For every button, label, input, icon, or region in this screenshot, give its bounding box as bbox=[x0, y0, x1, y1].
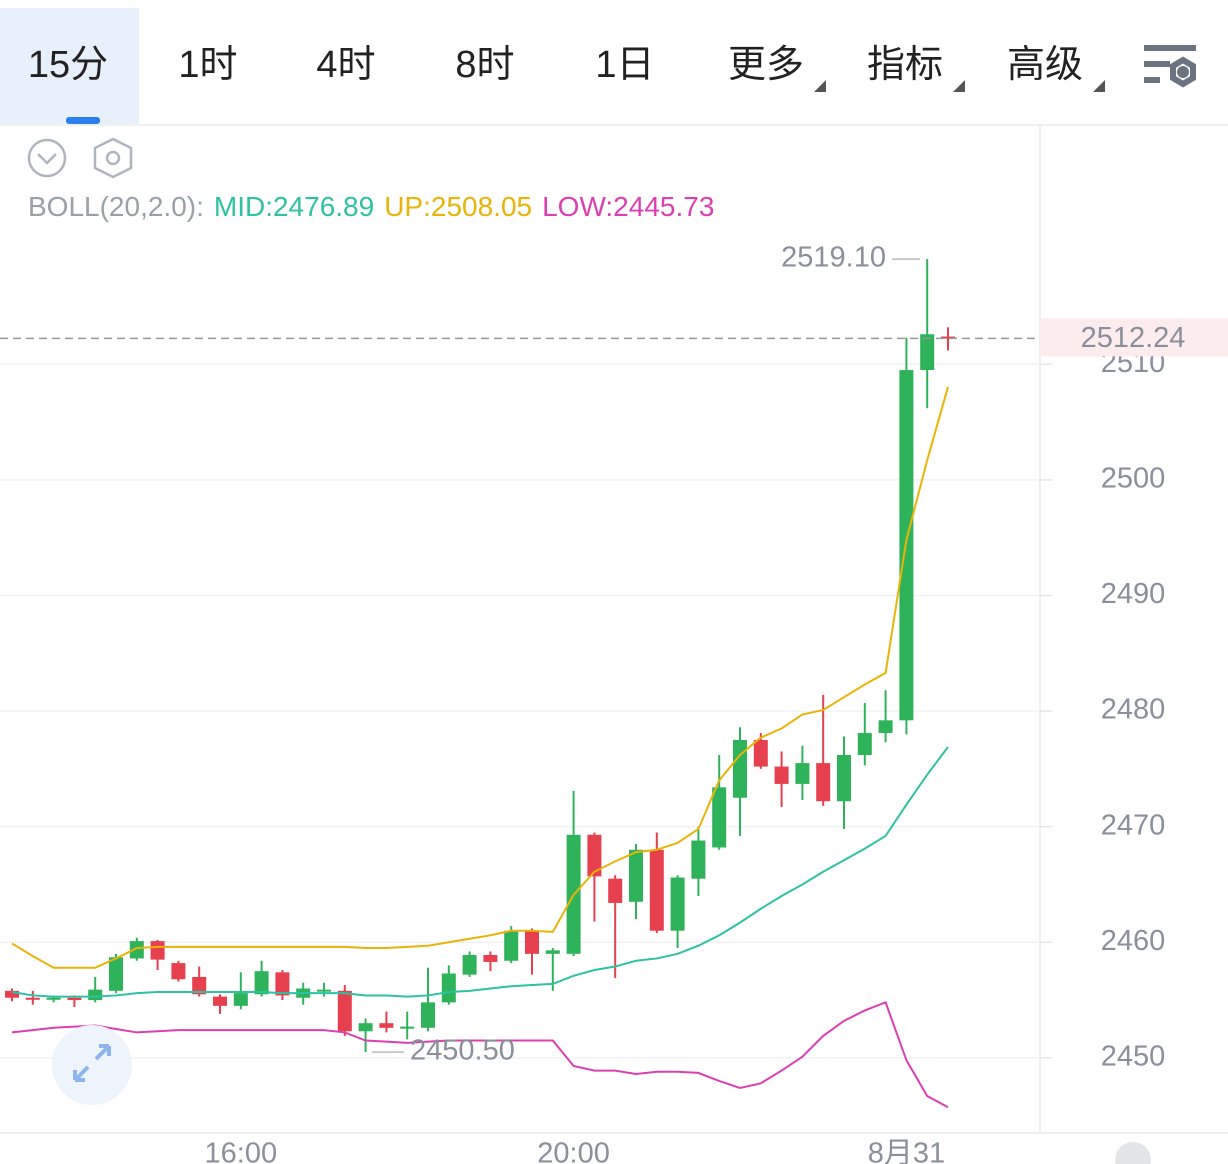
candle-body bbox=[150, 941, 165, 960]
tab[interactable]: 15分 bbox=[28, 44, 108, 86]
y-tick-label: 2480 bbox=[1101, 694, 1166, 726]
y-tick-label: 2470 bbox=[1101, 809, 1166, 841]
indicator-legend: BOLL(20,2.0): MID:2476.89 UP:2508.05 LOW:24… bbox=[28, 191, 714, 222]
tab[interactable]: 高级 bbox=[1007, 44, 1083, 86]
candle-body bbox=[129, 941, 144, 959]
candle-body bbox=[608, 878, 623, 903]
legend-name: MID: bbox=[214, 191, 273, 222]
tab[interactable]: 1时 bbox=[178, 44, 237, 86]
collapse-chevron bbox=[37, 153, 57, 165]
candle-body bbox=[400, 1026, 415, 1029]
candle-body bbox=[441, 973, 456, 1003]
boll-line bbox=[11, 1001, 949, 1109]
collapse-button[interactable] bbox=[27, 138, 67, 178]
legend-name: UP: bbox=[384, 191, 431, 222]
fullscreen-button[interactable] bbox=[52, 1025, 132, 1105]
candle-body bbox=[649, 849, 664, 931]
tab[interactable]: 指标 bbox=[867, 44, 943, 86]
x-tick-label: 20:00 bbox=[537, 1138, 610, 1164]
candle-body bbox=[213, 996, 227, 1006]
candle-body bbox=[504, 930, 519, 961]
y-tick-label: 2490 bbox=[1101, 578, 1166, 610]
y-tick-label: 2450 bbox=[1101, 1041, 1166, 1073]
candle-body bbox=[920, 334, 935, 371]
candle-body bbox=[587, 834, 602, 877]
candle-body bbox=[774, 766, 789, 784]
last-price-box bbox=[1040, 318, 1228, 357]
candle-body bbox=[67, 997, 82, 1001]
candle-body bbox=[462, 954, 477, 975]
candle-body bbox=[525, 930, 539, 954]
candle-body bbox=[317, 989, 331, 992]
indicator-name: BOLL(20,2.0): bbox=[28, 191, 204, 222]
candle-body bbox=[88, 989, 103, 1001]
candle-body bbox=[46, 997, 61, 1000]
candle-body bbox=[878, 720, 893, 734]
candle-body bbox=[192, 976, 207, 995]
indicator-settings-hole bbox=[105, 150, 121, 166]
candle-body bbox=[171, 963, 186, 980]
candle-body bbox=[545, 950, 560, 954]
tab-bar: 15分 1时 4时 8时 1日 更多 指标 高级 bbox=[28, 44, 1083, 86]
candle-body bbox=[816, 763, 831, 802]
legend-value: 2508.05 bbox=[431, 191, 532, 222]
last-price-label: 2512.24 bbox=[1081, 322, 1186, 354]
y-tick-label: 2460 bbox=[1101, 925, 1166, 957]
candle-body bbox=[25, 997, 40, 1000]
fullscreen-arrows bbox=[73, 1044, 111, 1082]
x-tick-label: 16:00 bbox=[205, 1138, 278, 1164]
candle-body bbox=[483, 954, 498, 962]
high-label: 2519.10 bbox=[781, 242, 886, 274]
active-tab-bg bbox=[0, 8, 139, 124]
tab[interactable]: 8时 bbox=[455, 44, 514, 86]
x-tick-label: 8月31 bbox=[868, 1138, 945, 1164]
candle-body bbox=[753, 739, 768, 767]
candle-body bbox=[5, 990, 19, 998]
candle-body bbox=[629, 849, 643, 902]
candle-body bbox=[837, 755, 851, 802]
candle-body bbox=[233, 993, 248, 1006]
candle-body bbox=[691, 840, 706, 879]
candle-body bbox=[254, 971, 269, 995]
candle-body bbox=[795, 763, 810, 784]
candle-body bbox=[857, 733, 872, 755]
candle-body bbox=[109, 957, 123, 991]
settings-icon[interactable] bbox=[1144, 45, 1196, 88]
candle-body bbox=[275, 972, 290, 996]
candle-body bbox=[379, 1023, 394, 1028]
candle-body bbox=[337, 990, 352, 1032]
tab[interactable]: 1日 bbox=[595, 44, 654, 86]
legend-value: 2445.73 bbox=[613, 191, 714, 222]
dropdown-corners bbox=[814, 80, 1105, 92]
active-tab-indicator bbox=[66, 117, 100, 124]
boll-line bbox=[11, 746, 949, 998]
tab[interactable]: 4时 bbox=[316, 44, 375, 86]
tab[interactable]: 更多 bbox=[728, 44, 804, 86]
boll-line bbox=[11, 386, 949, 969]
low-label: 2450.50 bbox=[410, 1035, 515, 1067]
candle-body bbox=[358, 1023, 373, 1032]
legend-name: LOW: bbox=[542, 191, 613, 222]
legend-value: 2476.89 bbox=[273, 191, 374, 222]
y-tick-label: 2500 bbox=[1101, 463, 1166, 495]
candle-body bbox=[712, 787, 727, 848]
candle-body bbox=[733, 739, 747, 798]
k-button[interactable] bbox=[1115, 1142, 1151, 1164]
candle-body bbox=[670, 877, 685, 931]
indicator-settings[interactable] bbox=[93, 137, 133, 179]
candle-body bbox=[941, 336, 955, 339]
candle-body bbox=[421, 1002, 435, 1028]
